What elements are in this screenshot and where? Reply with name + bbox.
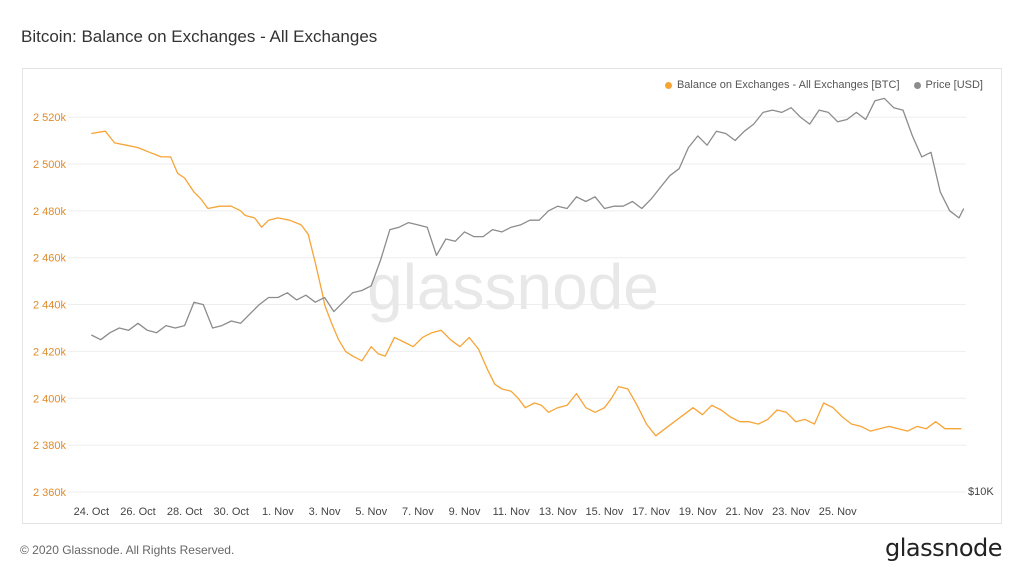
legend-price-label: Price [USD] [925, 79, 983, 91]
x-axis-tick-label: 21. Nov [725, 506, 763, 518]
y-axis-tick-label: 2 400k [33, 393, 67, 405]
y-axis-tick-label: 2 460k [33, 253, 67, 265]
x-axis-tick-label: 30. Oct [214, 506, 249, 518]
y-axis-tick-label: 2 420k [33, 346, 67, 358]
x-axis-tick-label: 17. Nov [632, 506, 670, 518]
x-axis-tick-label: 15. Nov [586, 506, 624, 518]
x-axis-tick-label: 3. Nov [309, 506, 341, 518]
y-axis-tick-label: 2 520k [33, 112, 67, 124]
x-axis-tick-label: 1. Nov [262, 506, 294, 518]
y-axis-tick-label: 2 440k [33, 300, 67, 312]
x-axis-tick-label: 5. Nov [355, 506, 387, 518]
x-axis-tick-label: 23. Nov [772, 506, 810, 518]
chart-container[interactable]: Balance on Exchanges - All Exchanges [BT… [22, 68, 1002, 524]
x-axis-tick-label: 9. Nov [449, 506, 481, 518]
x-axis-tick-label: 28. Oct [167, 506, 202, 518]
copyright-notice: © 2020 Glassnode. All Rights Reserved. [20, 543, 235, 557]
x-axis-tick-label: 7. Nov [402, 506, 434, 518]
right-axis-tick-label: $10K [968, 486, 994, 498]
glassnode-logo: glassnode [884, 534, 1003, 562]
watermark: glassnode [367, 251, 659, 323]
y-axis-tick-label: 2 360k [33, 487, 67, 499]
y-axis-tick-label: 2 480k [33, 206, 67, 218]
legend-balance-label: Balance on Exchanges - All Exchanges [BT… [676, 79, 900, 91]
x-axis-tick-label: 26. Oct [120, 506, 155, 518]
legend-item-price[interactable]: Price [USD] [913, 79, 983, 91]
chart-legend: Balance on Exchanges - All Exchanges [BT… [664, 79, 983, 91]
legend-item-balance[interactable]: Balance on Exchanges - All Exchanges [BT… [664, 79, 900, 91]
legend-balance-swatch [664, 81, 672, 89]
chart-plot: glassnode 2 360k 2 380k 2 400k 2 420k 2 440k… [33, 97, 994, 518]
series-line-price [91, 97, 965, 341]
x-axis-tick-label: 24. Oct [74, 506, 109, 518]
y-axis-tick-label: 2 500k [33, 159, 67, 171]
x-axis-tick-label: 13. Nov [539, 506, 577, 518]
y-axis-tick-label: 2 380k [33, 440, 67, 452]
legend-price-swatch [913, 81, 921, 89]
page-title: Bitcoin: Balance on Exchanges - All Exch… [21, 27, 378, 46]
x-axis-tick-label: 11. Nov [493, 506, 531, 518]
x-axis-tick-label: 19. Nov [679, 506, 717, 518]
x-axis-tick-label: 25. Nov [819, 506, 857, 518]
series-line-balance [91, 130, 962, 437]
